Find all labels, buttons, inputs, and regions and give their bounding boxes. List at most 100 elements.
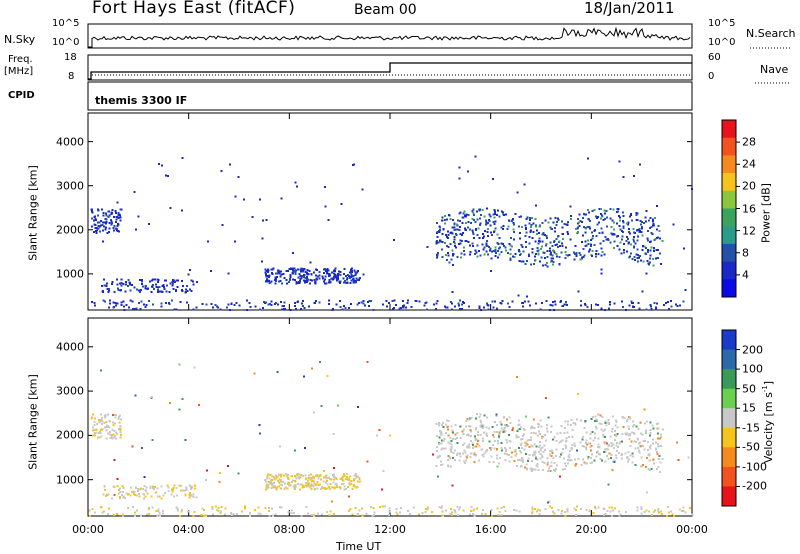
data-point-sparse-0	[490, 257, 493, 260]
data-point-0-3	[593, 208, 596, 211]
data-point-0-2	[323, 280, 326, 283]
data-point-0-4	[364, 304, 367, 307]
data-point-1-3	[632, 455, 635, 458]
data-point-0-3	[639, 223, 642, 226]
data-point-1-3	[508, 416, 511, 419]
data-point-1-1	[121, 490, 124, 493]
data-point-0-3	[566, 220, 569, 223]
data-point-1-3	[635, 425, 638, 428]
data-point-0-3	[534, 240, 537, 243]
data-point-1-4	[513, 509, 516, 512]
data-point-0-2	[295, 281, 298, 284]
data-point-0-3	[591, 250, 594, 253]
data-point-1-1	[144, 489, 147, 492]
data-point-1-3	[604, 420, 607, 423]
data-point-0-3	[558, 262, 561, 265]
data-point-1-4	[667, 511, 670, 514]
data-point-0-3	[588, 220, 591, 223]
data-point-0-1	[184, 288, 187, 291]
data-point-1-3	[476, 431, 479, 434]
data-point-0-4	[246, 299, 249, 302]
data-point-0-4	[401, 305, 404, 308]
data-point-1-1	[121, 493, 124, 496]
data-point-1-4	[458, 508, 461, 511]
data-point-0-3	[656, 237, 659, 240]
data-point-0-3	[595, 250, 598, 253]
data-point-0-3	[598, 208, 601, 211]
data-point-0-0	[98, 225, 101, 228]
data-point-1-0	[97, 436, 100, 439]
data-point-1-3	[656, 427, 659, 430]
data-point-sparse-1	[524, 441, 527, 444]
data-point-0-3	[539, 260, 542, 263]
data-point-sparse-0	[309, 261, 312, 264]
data-point-1-3	[467, 445, 470, 447]
data-point-sparse-1	[437, 475, 440, 478]
data-point-1-2	[286, 476, 289, 479]
data-point-0-1	[120, 278, 123, 281]
data-point-0-2	[265, 275, 268, 278]
data-point-sparse-1	[315, 475, 318, 478]
data-point-0-4	[435, 302, 438, 305]
data-point-0-3	[583, 225, 586, 228]
data-point-0-1	[100, 285, 103, 288]
data-point-0-4	[669, 300, 672, 303]
data-point-1-3	[505, 439, 508, 441]
data-point-1-3	[612, 415, 615, 418]
data-point-0-3	[633, 235, 636, 238]
data-point-0-3	[489, 231, 492, 234]
data-point-1-4	[531, 508, 534, 511]
data-point-0-4	[348, 306, 351, 309]
xtick-label-6: 00:00	[676, 523, 708, 536]
data-point-0-3	[458, 229, 461, 232]
data-point-sparse-0	[133, 191, 136, 193]
data-point-1-3	[593, 432, 596, 435]
data-point-0-3	[600, 227, 603, 230]
data-point-sparse-1	[219, 471, 222, 474]
data-point-0-0	[101, 223, 104, 226]
data-point-0-3	[632, 238, 635, 241]
data-point-0-3	[455, 246, 458, 249]
colorbar-segment-1-3	[722, 388, 736, 409]
data-point-0-1	[133, 286, 136, 289]
data-point-1-3	[620, 454, 623, 456]
data-point-1-2	[342, 473, 345, 476]
data-point-1-3	[550, 461, 553, 464]
data-point-1-3	[631, 452, 634, 455]
data-point-1-4	[254, 508, 257, 511]
data-point-1-2	[285, 474, 288, 477]
data-point-1-4	[214, 505, 217, 508]
data-point-0-3	[597, 216, 599, 218]
data-point-0-4	[521, 302, 524, 305]
data-point-1-3	[619, 441, 622, 444]
data-point-1-3	[473, 453, 476, 456]
data-point-1-3	[637, 447, 640, 449]
data-point-1-2	[303, 486, 306, 488]
data-point-1-3	[505, 418, 508, 421]
data-point-0-4	[386, 305, 388, 308]
data-point-1-4	[453, 509, 456, 512]
data-point-0-1	[162, 285, 165, 288]
data-point-sparse-1	[357, 405, 360, 408]
data-point-1-2	[269, 474, 272, 477]
data-point-1-2	[307, 483, 310, 485]
data-point-1-3	[438, 443, 440, 446]
data-point-1-3	[496, 448, 498, 450]
data-point-1-3	[516, 465, 518, 467]
data-point-1-3	[494, 421, 497, 423]
data-point-0-4	[597, 304, 600, 307]
data-point-0-0	[105, 218, 108, 221]
data-point-0-0	[97, 214, 100, 217]
data-point-0-4	[164, 301, 167, 304]
data-point-0-2	[350, 279, 353, 282]
data-point-1-0	[118, 421, 121, 424]
data-point-1-4	[291, 509, 294, 512]
data-point-0-2	[265, 280, 267, 283]
data-point-1-3	[604, 421, 607, 424]
data-point-0-3	[618, 216, 621, 219]
data-point-0-4	[270, 304, 273, 306]
data-point-0-3	[573, 258, 576, 261]
data-point-0-4	[261, 306, 264, 309]
data-point-0-4	[283, 301, 286, 304]
nsky-tick-bottom-left: 10^0	[52, 37, 80, 48]
